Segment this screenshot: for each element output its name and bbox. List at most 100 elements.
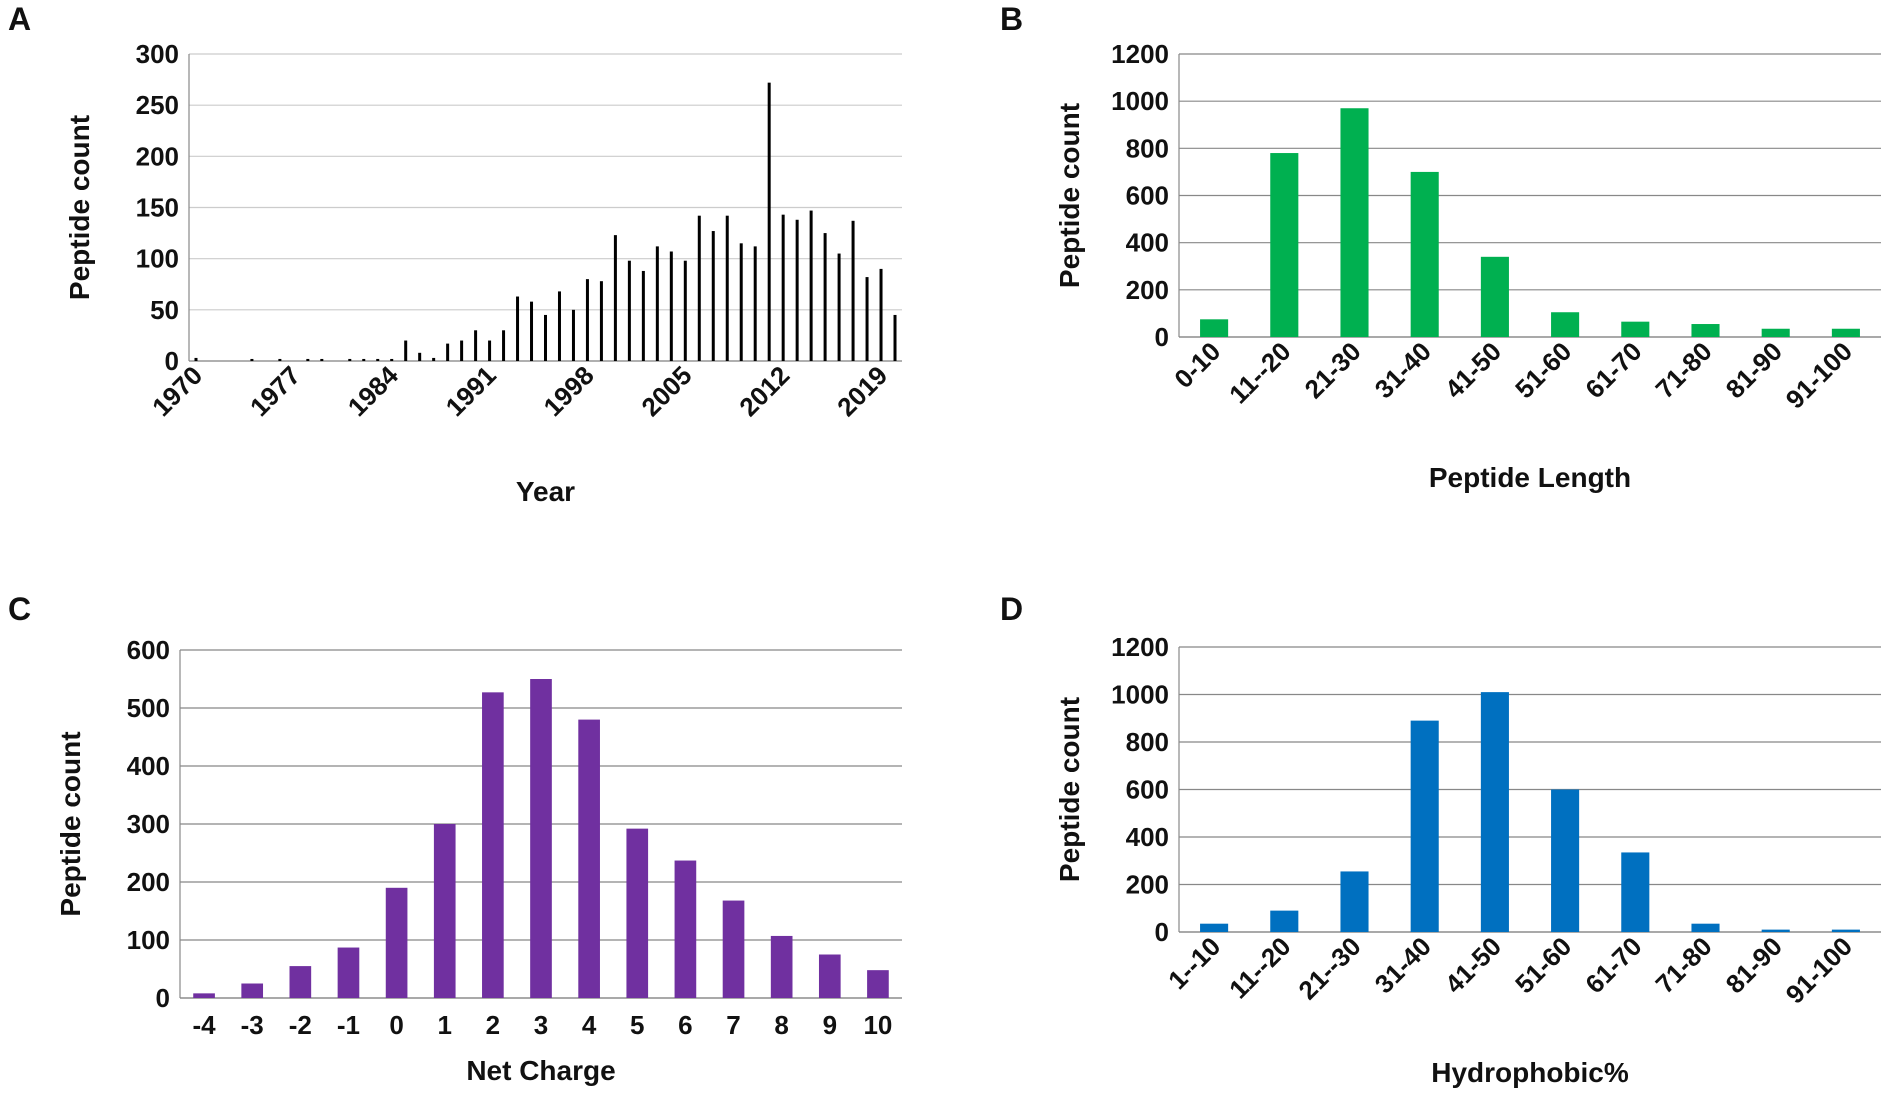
y-tick-label: 0	[165, 346, 179, 376]
y-axis-title: Peptide count	[64, 115, 95, 300]
bar	[1270, 153, 1299, 337]
x-tick-label: 2005	[635, 360, 697, 422]
bar	[641, 270, 645, 361]
y-tick-label: 200	[127, 867, 170, 897]
bar	[1340, 108, 1369, 337]
bar	[474, 330, 478, 361]
y-tick-label: 400	[1126, 822, 1169, 852]
bar	[893, 314, 897, 361]
x-tick-label: 1991	[440, 360, 502, 422]
x-tick-label: 2012	[733, 360, 795, 422]
y-tick-label: 1000	[1111, 680, 1169, 710]
x-tick-label: 1977	[244, 360, 306, 422]
x-tick-label: 71-80	[1650, 931, 1718, 999]
y-tick-label: 1000	[1111, 86, 1169, 116]
panel-label: D	[1000, 591, 1023, 627]
bar	[530, 301, 534, 361]
bar	[767, 82, 771, 362]
y-tick-label: 500	[127, 693, 170, 723]
x-tick-label: 11--20	[1223, 931, 1296, 1004]
y-tick-label: 100	[127, 925, 170, 955]
bar	[376, 358, 380, 361]
panel-label: B	[1000, 1, 1023, 37]
bar	[418, 352, 422, 361]
x-tick-label: -3	[241, 1010, 264, 1040]
bar	[306, 358, 310, 361]
bar	[1761, 328, 1790, 337]
y-tick-label: 600	[1126, 775, 1169, 805]
y-axis-title: Peptide count	[1054, 697, 1085, 882]
y-tick-label: 300	[127, 809, 170, 839]
bar	[482, 692, 504, 998]
y-tick-label: 800	[1126, 133, 1169, 163]
x-tick-label: 61-70	[1579, 931, 1647, 999]
bar	[432, 357, 436, 361]
bar	[502, 330, 506, 361]
y-tick-label: 600	[1126, 181, 1169, 211]
x-tick-label: -4	[193, 1010, 217, 1040]
x-tick-label: 61-70	[1579, 336, 1647, 404]
x-tick-label: 91-100	[1780, 931, 1858, 1009]
bar	[711, 231, 715, 361]
x-tick-label: 10	[863, 1010, 892, 1040]
x-tick-label: 71-80	[1650, 336, 1718, 404]
x-tick-label: 81-90	[1720, 931, 1788, 999]
bar	[385, 887, 408, 998]
bar	[289, 966, 312, 998]
panel-label: A	[8, 1, 31, 37]
bar	[404, 340, 408, 361]
y-tick-label: 600	[127, 635, 170, 665]
bar	[250, 358, 254, 361]
bar	[460, 340, 464, 361]
y-tick-label: 0	[1155, 917, 1169, 947]
x-tick-label: 5	[630, 1010, 644, 1040]
x-tick-label: 3	[534, 1010, 548, 1040]
bar	[613, 235, 617, 361]
bar	[585, 279, 589, 361]
y-axis-title: Peptide count	[55, 731, 86, 916]
bar	[446, 343, 450, 361]
bar	[739, 243, 743, 361]
x-tick-label: 1	[437, 1010, 451, 1040]
bar	[1270, 910, 1299, 932]
bar	[241, 983, 264, 998]
bar	[770, 935, 793, 998]
bar	[362, 358, 366, 361]
y-tick-label: 400	[127, 751, 170, 781]
bar	[1410, 720, 1439, 932]
bar	[557, 291, 561, 361]
y-tick-label: 100	[136, 244, 179, 274]
bar	[697, 215, 701, 361]
bar	[1340, 871, 1369, 932]
y-tick-label: 200	[1126, 870, 1169, 900]
bar	[1480, 256, 1509, 337]
x-tick-label: 1970	[146, 360, 208, 422]
bar	[1551, 789, 1580, 932]
bar	[753, 246, 757, 361]
x-tick-label: 81-90	[1720, 336, 1788, 404]
x-tick-label: 2019	[831, 360, 893, 422]
x-tick-label: -1	[337, 1010, 360, 1040]
bar	[809, 210, 813, 361]
x-tick-label: 41-50	[1439, 336, 1507, 404]
x-tick-label: 1998	[538, 360, 600, 422]
x-tick-label: -2	[289, 1010, 312, 1040]
bar	[879, 268, 883, 361]
bar	[193, 993, 215, 998]
bar	[627, 260, 631, 361]
y-tick-label: 50	[150, 295, 179, 325]
y-tick-label: 400	[1126, 228, 1169, 258]
y-axis-title: Peptide count	[1054, 103, 1085, 288]
bar	[1480, 692, 1509, 932]
bar	[867, 970, 889, 998]
x-tick-label: 41-50	[1439, 931, 1507, 999]
bar	[655, 246, 659, 361]
x-axis-title: Net Charge	[466, 1055, 615, 1086]
bar	[674, 860, 697, 998]
bar	[1410, 171, 1439, 337]
y-tick-label: 150	[136, 193, 179, 223]
y-tick-label: 1200	[1111, 632, 1169, 662]
bar	[1691, 923, 1720, 932]
bar	[578, 719, 600, 998]
